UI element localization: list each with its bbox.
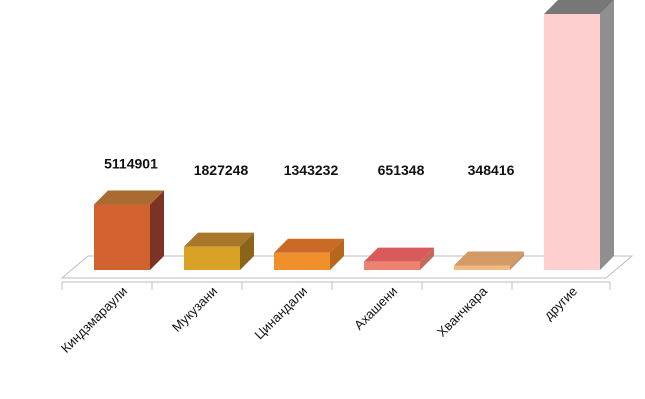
category-label-2: Мукузани bbox=[169, 284, 220, 335]
bar-5 bbox=[454, 251, 524, 270]
bar-top bbox=[274, 238, 344, 253]
bar-side bbox=[330, 238, 344, 270]
bar-top bbox=[454, 251, 524, 266]
bar-front bbox=[94, 204, 150, 270]
category-ticks: Киндзмараули Мукузани Цинандали Ахашени Хван… bbox=[58, 282, 611, 356]
category-label-4: Ахашени bbox=[351, 284, 400, 333]
bar-4 bbox=[364, 247, 434, 270]
bar-side bbox=[150, 190, 164, 270]
category-label-1: Киндзмараули bbox=[58, 284, 130, 356]
data-labels: 5114901 1827248 1343232 651348 348416 bbox=[104, 156, 514, 178]
bar-front bbox=[544, 14, 600, 270]
data-label-2: 1827248 bbox=[194, 162, 249, 178]
data-label-3: 1343232 bbox=[284, 162, 339, 178]
category-label-5: Хванчкара bbox=[434, 283, 491, 340]
bar-front bbox=[454, 265, 510, 270]
category-label-6: другие bbox=[541, 284, 580, 323]
bar-side bbox=[600, 0, 614, 270]
bars bbox=[94, 0, 614, 270]
bar-top bbox=[94, 190, 164, 205]
bar-side bbox=[240, 232, 254, 270]
bar-1 bbox=[94, 190, 164, 270]
data-label-4: 651348 bbox=[378, 162, 425, 178]
bar-side bbox=[510, 251, 524, 270]
data-label-5: 348416 bbox=[468, 162, 515, 178]
category-label-3: Цинандали bbox=[251, 284, 310, 343]
bar-front bbox=[274, 252, 330, 270]
bar-top bbox=[544, 0, 614, 14]
bar-top bbox=[364, 247, 434, 262]
bar-2 bbox=[184, 232, 254, 270]
bar-3 bbox=[274, 238, 344, 270]
bar-6 bbox=[544, 0, 614, 270]
data-label-1: 5114901 bbox=[104, 156, 158, 172]
bar-front bbox=[184, 246, 240, 270]
bar-top bbox=[184, 232, 254, 247]
bar-front bbox=[364, 261, 420, 270]
bar-side bbox=[420, 247, 434, 270]
